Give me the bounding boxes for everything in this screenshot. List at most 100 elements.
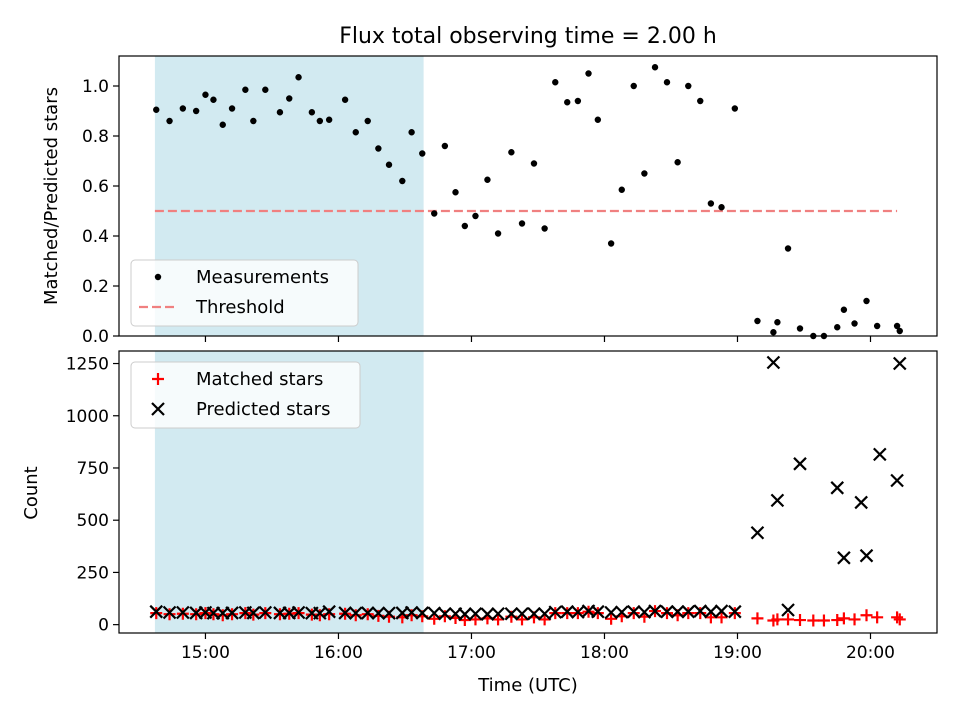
measurement-point xyxy=(630,82,637,90)
measurement-point xyxy=(202,91,209,98)
matched-star-marker xyxy=(831,614,844,627)
y-tick-label: 750 xyxy=(77,459,109,479)
matched-star-marker xyxy=(860,609,873,622)
measurement-point xyxy=(210,96,217,103)
measurement-point xyxy=(375,145,382,152)
bottom-panel: 0 250 500 750 1000 1250 15:00 16:00 17:00 18:00 19… xyxy=(66,350,938,663)
y-tick-label: 0.8 xyxy=(82,127,109,147)
measurement-point xyxy=(774,319,781,326)
predicted-star-marker xyxy=(504,607,519,621)
matched-star-marker xyxy=(817,614,830,627)
measurement-point xyxy=(364,117,371,125)
matched-star-marker xyxy=(782,613,795,626)
measurement-point xyxy=(834,324,841,331)
predicted-star-marker xyxy=(527,607,541,621)
measurement-point xyxy=(228,105,236,112)
matched-star-marker xyxy=(871,611,884,624)
predicted-star-marker xyxy=(338,606,352,620)
y-tick-label: 500 xyxy=(77,511,109,531)
measurement-point xyxy=(796,325,804,332)
matched-star-marker xyxy=(605,612,618,625)
predicted-star-marker xyxy=(890,473,904,488)
predicted-star-marker xyxy=(859,548,874,563)
measurement-point xyxy=(674,159,681,166)
top-panel: 0.0 0.2 0.4 0.6 0.8 1.0 Measurements Threshold xyxy=(82,55,938,347)
predicted-star-marker xyxy=(427,606,442,620)
predicted-star-marker xyxy=(560,604,575,619)
predicted-star-marker xyxy=(291,605,306,620)
measurement-point xyxy=(564,99,571,106)
predicted-star-marker xyxy=(873,447,887,462)
measurement-point xyxy=(461,222,469,230)
measurement-point xyxy=(308,109,316,116)
measurement-point xyxy=(784,245,792,252)
predicted-star-marker xyxy=(670,604,685,619)
predicted-star-marker xyxy=(766,355,781,370)
predicted-star-marker xyxy=(225,606,239,620)
measurement-point xyxy=(316,117,324,125)
matched-star-marker xyxy=(771,613,784,626)
predicted-star-marker xyxy=(382,606,396,620)
measurement-point xyxy=(718,204,725,211)
measurement-point xyxy=(250,117,257,125)
matched-star-marker xyxy=(794,614,807,627)
x-axis-label: Time (UTC) xyxy=(477,675,578,696)
measurement-point xyxy=(276,109,284,116)
measurement-point xyxy=(508,149,515,156)
x-tick-label: 17:00 xyxy=(447,643,496,663)
measurement-point xyxy=(484,176,491,183)
x-tick-label: 16:00 xyxy=(314,643,363,663)
matched-star-marker xyxy=(848,613,861,626)
y-tick-label: 1.0 xyxy=(82,77,109,97)
y-tick-label: 1000 xyxy=(66,407,109,427)
y-tick-label: 0.6 xyxy=(82,177,109,197)
y-tick-label: 250 xyxy=(77,563,109,583)
predicted-star-marker xyxy=(648,604,662,618)
x-tick-label: 20:00 xyxy=(846,643,895,663)
predicted-star-marker xyxy=(162,605,177,620)
measurement-point xyxy=(419,150,426,157)
measurement-point xyxy=(441,142,449,150)
measurement-point xyxy=(863,297,870,305)
measurement-point xyxy=(731,105,739,112)
measurement-point xyxy=(896,327,903,335)
axes-frame xyxy=(118,350,938,634)
measurement-point xyxy=(574,97,582,105)
predicted-star-marker xyxy=(537,607,552,621)
legend: Measurements Threshold xyxy=(130,259,359,327)
predicted-star-marker xyxy=(614,605,629,619)
measurement-point xyxy=(618,186,625,193)
predicted-star-marker xyxy=(604,605,618,620)
legend-x-marker xyxy=(151,402,165,416)
predicted-star-marker xyxy=(793,457,807,471)
x-tick-label: 19:00 xyxy=(713,643,762,663)
measurement-point xyxy=(851,320,858,327)
predicted-star-marker xyxy=(468,607,483,621)
measurement-point xyxy=(385,161,393,168)
matched-star-marker xyxy=(891,611,904,624)
measurement-point xyxy=(262,86,269,93)
measurement-point xyxy=(518,220,526,227)
measurement-point xyxy=(219,121,226,128)
legend-label: Matched stars xyxy=(196,369,323,390)
predicted-star-marker xyxy=(693,604,708,618)
measurement-point xyxy=(697,97,704,105)
measurement-point xyxy=(408,129,415,136)
measurement-point xyxy=(192,107,200,115)
legend-label: Measurements xyxy=(196,267,329,288)
measurement-point xyxy=(552,79,559,86)
predicted-star-marker xyxy=(348,606,363,620)
predicted-star-marker xyxy=(458,607,472,621)
predicted-star-marker xyxy=(750,525,765,540)
y-tick-label: 0.2 xyxy=(82,277,109,297)
measurement-point xyxy=(530,160,538,167)
y-tick-label: 0.0 xyxy=(82,327,109,347)
measurement-point xyxy=(472,212,479,220)
measurement-point xyxy=(607,240,615,247)
measurement-point xyxy=(452,189,459,196)
x-tick-label: 15:00 xyxy=(181,643,230,663)
matched-star-marker xyxy=(751,612,764,625)
predicted-star-marker xyxy=(637,605,652,619)
axes-frame xyxy=(118,55,938,337)
